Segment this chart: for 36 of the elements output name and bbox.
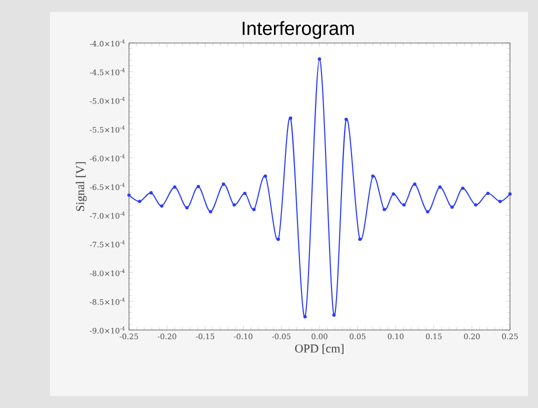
x-axis-title: OPD [cm]: [295, 344, 344, 354]
point: [402, 203, 406, 207]
point: [382, 208, 386, 212]
point: [358, 238, 362, 241]
point: [288, 116, 292, 120]
point: [413, 182, 416, 186]
point: [208, 210, 212, 214]
point: [461, 186, 464, 190]
point: [264, 174, 268, 178]
y-axis-title: Signal [V]: [76, 162, 87, 211]
point: [232, 203, 236, 207]
point: [160, 204, 164, 208]
point: [276, 238, 280, 241]
point: [344, 118, 348, 121]
point: [438, 185, 442, 189]
point: [185, 206, 189, 210]
point: [498, 200, 502, 204]
point: [173, 185, 176, 189]
point: [371, 174, 374, 178]
chart-title: Interferogram: [242, 21, 354, 39]
point: [149, 191, 153, 194]
point: [318, 57, 322, 61]
point: [222, 182, 226, 186]
point: [252, 208, 256, 212]
point: [196, 184, 200, 188]
point: [332, 313, 336, 317]
point: [486, 192, 490, 196]
point: [392, 192, 396, 196]
point: [450, 206, 454, 209]
point: [426, 210, 430, 214]
point: [508, 192, 512, 196]
point: [303, 315, 307, 318]
point: [474, 203, 478, 207]
point: [243, 192, 246, 196]
point: [138, 200, 142, 204]
point: [127, 193, 131, 197]
